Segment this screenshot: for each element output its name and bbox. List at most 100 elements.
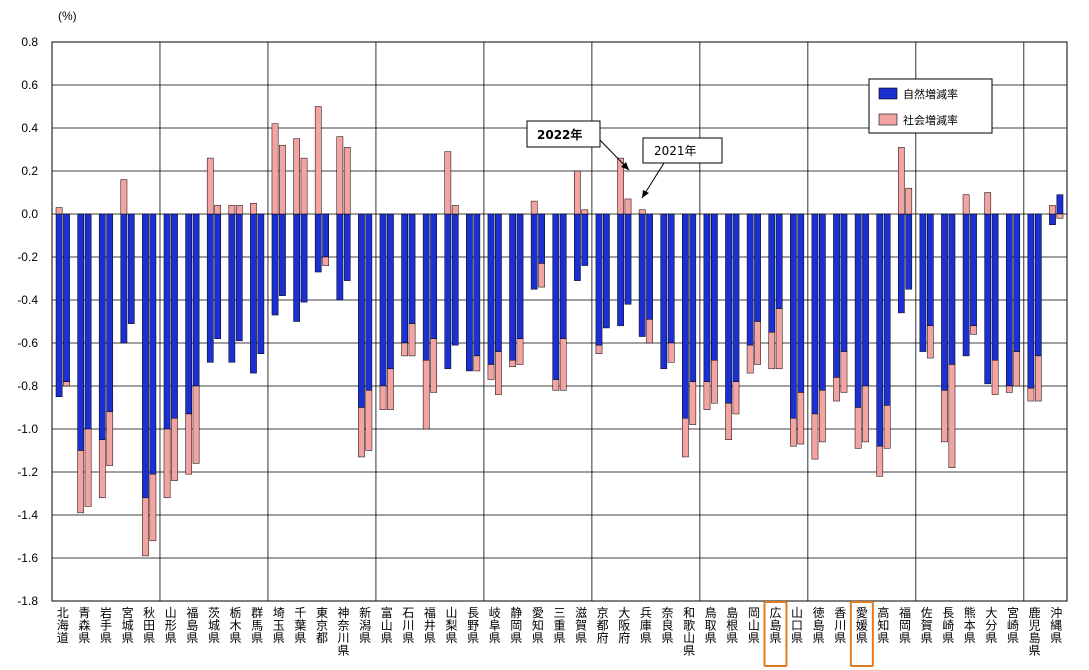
bar-natural-2022 [120,213,128,344]
x-tick-label: 山梨県 [446,606,458,645]
bar-natural-2021 [279,213,286,296]
bar-social-2022 [1005,385,1013,393]
y-tick-label: -0.8 [17,379,38,393]
bar-social-2022 [790,418,797,447]
bar-natural-2021 [862,213,869,387]
bar-social-2021 [754,321,761,365]
bar-natural-2021 [603,213,610,329]
bar-natural-2021 [235,213,243,342]
x-tick-label: 群馬県 [251,606,263,645]
bar-natural-2021 [451,213,459,346]
bar-natural-2021 [300,213,308,303]
bar-natural-2021 [149,213,157,475]
bar-natural-2021 [1013,213,1021,352]
bar-natural-2022 [574,213,581,281]
bar-social-2022 [833,377,840,402]
bar-social-2021 [343,147,351,215]
x-tick-label: 栃木県 [230,606,242,645]
bar-social-2021 [905,187,913,215]
bar-social-2022 [897,147,905,215]
x-tick-label: 大分県 [985,606,997,645]
y-axis-ticks: 0.8 0.6 0.4 0.2 0.0 -0.2 -0.4 -0.6 -0.8 -1.0 -1.2 -… [17,35,38,608]
bar-natural-2021 [127,213,135,324]
y-tick-label: -1.6 [17,551,38,565]
legend-swatch-natural [878,87,898,100]
bar-social-2022 [444,151,452,215]
bar-natural-2021 [408,213,416,324]
x-tick-label: 長野県 [467,606,479,645]
bar-natural-2021 [171,213,178,419]
bar-natural-2021 [214,213,222,339]
annotation-2022-arrowhead [621,162,629,170]
bar-social-2021 [516,338,524,365]
x-tick-label: 神奈川県 [338,606,350,658]
bar-natural-2021 [646,213,653,320]
bar-social-2022 [55,207,63,215]
x-tick-label: 島根県 [726,605,738,645]
bar-social-2022 [617,157,624,215]
bar-natural-2022 [1027,213,1035,389]
bar-natural-2022 [379,213,387,387]
bar-social-2022 [768,332,776,370]
x-tick-label: 愛知県 [532,606,544,645]
bar-natural-2021 [192,213,200,387]
y-tick-label: 0.8 [21,35,38,49]
x-tick-label: 富山県 [381,605,393,645]
bar-natural-2022 [941,213,948,391]
bar-natural-2022 [77,213,85,451]
bar-social-2021 [948,364,956,468]
bar-social-2022 [120,179,128,215]
y-tick-label: -1.2 [17,465,38,479]
bar-natural-2021 [538,213,545,264]
x-tick-label: 徳島県 [813,605,825,645]
bar-natural-2022 [876,213,884,447]
bar-natural-2021 [840,213,848,352]
annotation-2022-label: 2022年 [537,127,582,142]
bar-natural-2021 [473,213,481,357]
bar-social-2021 [818,390,826,443]
annotation-2021: 2021年 [641,137,723,199]
bar-social-2021 [1056,213,1064,219]
bar-social-2022 [811,413,819,460]
bar-social-2021 [1013,351,1021,387]
x-tick-label: 宮城県 [122,605,134,645]
bar-social-2021 [84,428,92,507]
bar-social-2022 [206,157,214,215]
bar-natural-2021 [430,213,437,339]
bar-social-2021 [1034,355,1042,402]
bar-social-2022 [422,359,430,430]
bar-social-2021 [300,157,308,215]
bar-natural-2022 [271,213,279,316]
bar-social-2022 [98,439,106,499]
bar-natural-2021 [495,213,502,352]
bar-social-2021 [387,368,394,410]
bar-natural-2022 [919,213,927,352]
bar-social-2021 [970,325,977,335]
bar-natural-2022 [98,213,106,440]
bar-social-2022 [574,170,581,215]
bar-social-2022 [250,203,257,215]
bar-natural-2022 [811,213,819,415]
bar-natural-2022 [530,213,538,290]
x-tick-label: 岡山県 [748,606,760,645]
bar-natural-2022 [142,213,149,499]
bar-natural-2022 [206,213,214,363]
y-unit-label: (%) [58,9,77,23]
bar-social-2021 [430,338,437,393]
bar-social-2022 [638,209,646,215]
bar-natural-2021 [365,213,373,391]
y-tick-label: -0.6 [17,336,38,350]
bar-social-2021 [667,342,675,363]
bar-natural-2022 [55,213,63,397]
x-tick-label: 奈良県 [661,606,673,645]
bar-social-2021 [991,359,999,395]
bar-social-2022 [1027,387,1035,402]
bar-natural-2021 [818,213,826,391]
bar-social-2022 [703,381,711,410]
bar-natural-2022 [444,213,452,370]
annotation-2022: 2022年 [526,120,630,171]
bar-social-2021 [279,144,286,215]
x-tick-label: 新潟県 [359,605,371,645]
x-tick-label: 静岡県 [510,606,522,645]
bar-natural-2022 [1005,213,1013,387]
